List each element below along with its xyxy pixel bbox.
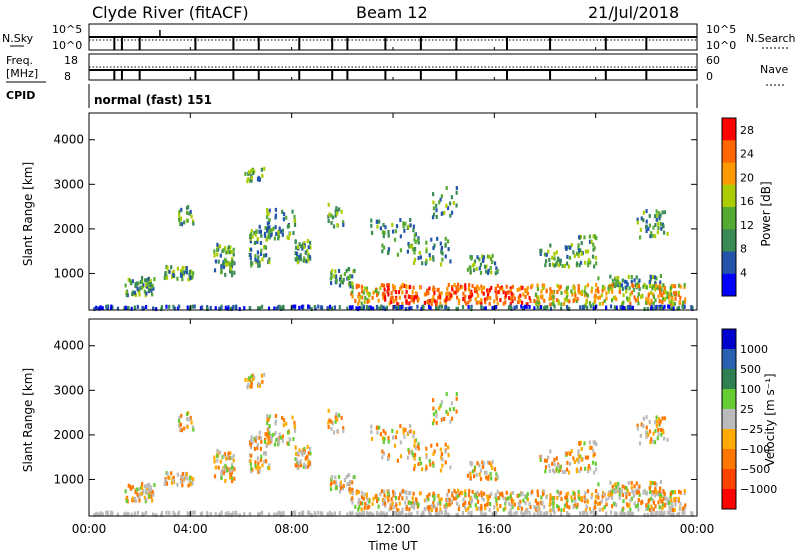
- power-colorbar-swatch: [722, 118, 736, 141]
- velocity-colorbar-swatch: [722, 329, 736, 350]
- power-colorbar: 4 8 12 16 20 24 28: [721, 117, 754, 297]
- velocity-colorbar-swatch: [722, 429, 736, 450]
- y-tick-label: 2000: [53, 428, 84, 442]
- cpid-text: normal (fast) 151: [94, 93, 212, 107]
- velocity-colorbar-tick: 1000: [740, 343, 768, 356]
- power-colorbar-tick: 8: [740, 243, 747, 256]
- y-tick-label: 1000: [53, 266, 84, 280]
- velocity-colorbar-tick: 500: [740, 363, 761, 376]
- power-colorbar-swatch: [722, 229, 736, 252]
- freq-trace: [89, 66, 697, 80]
- velocity-colorbar-tick: −100: [740, 443, 770, 456]
- power-colorbar-swatch: [722, 162, 736, 186]
- x-tick-label: 04:00: [173, 522, 208, 536]
- x-tick-label: 20:00: [578, 522, 613, 536]
- beam-title: Beam 12: [356, 3, 428, 22]
- velocity-colorbar-tick: 25: [740, 403, 754, 416]
- freq-unit-label: [MHz]: [6, 67, 38, 80]
- velocity-colorbar-tick: −1000: [740, 483, 777, 496]
- freq-tick-low: 8: [64, 70, 71, 83]
- velocity-colorbar-swatch: [722, 369, 736, 390]
- nsearch-tick-low: 10^0: [706, 39, 736, 52]
- x-tick-label: 00:00: [72, 522, 107, 536]
- velocity-colorbar-label: Velocity [m s⁻¹]: [763, 373, 777, 466]
- power-colorbar-swatch: [722, 273, 736, 297]
- y-tick-label: 3000: [53, 177, 84, 191]
- xlabel: Time UT: [367, 539, 418, 553]
- cpid-label: CPID: [6, 89, 35, 102]
- nsky-tick-high: 10^5: [52, 23, 82, 36]
- power-colorbar-tick: 4: [740, 266, 747, 279]
- y-tick-label: 1000: [53, 472, 84, 486]
- nsky-label: N.Sky: [2, 32, 34, 45]
- power-colorbar-label: Power [dB]: [759, 181, 773, 246]
- power-ylabel: Slant Range [km]: [21, 162, 35, 266]
- power-colorbar-swatch: [722, 207, 736, 230]
- power-colorbar-tick: 28: [740, 124, 754, 137]
- noise-trace: [89, 30, 697, 50]
- velocity-colorbar: 1000 500 100 25 −25 −100 −500 −1000: [721, 328, 777, 510]
- power-heatmap: [93, 166, 694, 312]
- velocity-colorbar-swatch: [722, 489, 736, 510]
- y-tick-label: 3000: [53, 383, 84, 397]
- nave-tick-high: 60: [706, 54, 720, 67]
- velocity-colorbar-swatch: [722, 409, 736, 430]
- velocity-colorbar-swatch: [722, 389, 736, 410]
- nave-tick-low: 0: [706, 70, 713, 83]
- nsky-tick-low: 10^0: [52, 39, 82, 52]
- power-y-axis: 1000 2000 3000 4000: [53, 133, 697, 280]
- y-tick-label: 2000: [53, 222, 84, 236]
- x-tick-label: 16:00: [477, 522, 512, 536]
- site-title: Clyde River (fitACF): [92, 3, 249, 22]
- velocity-colorbar-tick: 100: [740, 383, 761, 396]
- velocity-y-axis: 1000 2000 3000 4000: [53, 339, 697, 486]
- y-tick-label: 4000: [53, 133, 84, 147]
- nsearch-label: N.Search: [746, 32, 796, 45]
- power-colorbar-tick: 12: [740, 219, 754, 232]
- power-colorbar-swatch: [722, 184, 736, 208]
- velocity-colorbar-tick: −25: [740, 423, 763, 436]
- power-colorbar-tick: 16: [740, 195, 754, 208]
- freq-label: Freq.: [6, 54, 33, 67]
- nave-label: Nave: [760, 63, 788, 76]
- nsearch-tick-high: 10^5: [706, 23, 736, 36]
- freq-tick-high: 18: [64, 54, 78, 67]
- y-tick-label: 4000: [53, 339, 84, 353]
- power-colorbar-swatch: [722, 140, 736, 163]
- date-title: 21/Jul/2018: [588, 3, 679, 22]
- x-tick-label: 00:00: [680, 522, 715, 536]
- x-tick-label: 12:00: [376, 522, 411, 536]
- power-colorbar-tick: 20: [740, 171, 754, 184]
- velocity-colorbar-swatch: [722, 349, 736, 370]
- velocity-colorbar-tick: −500: [740, 463, 770, 476]
- x-tick-label: 08:00: [274, 522, 309, 536]
- time-x-axis: 00:00 04:00 08:00 12:00 16:00 20:00 00:00: [72, 47, 715, 536]
- velocity-heatmap: [93, 372, 694, 518]
- velocity-colorbar-swatch: [722, 469, 736, 490]
- power-colorbar-swatch: [722, 251, 736, 275]
- power-colorbar-tick: 24: [740, 148, 754, 161]
- velocity-colorbar-swatch: [722, 449, 736, 470]
- velocity-ylabel: Slant Range [km]: [21, 368, 35, 472]
